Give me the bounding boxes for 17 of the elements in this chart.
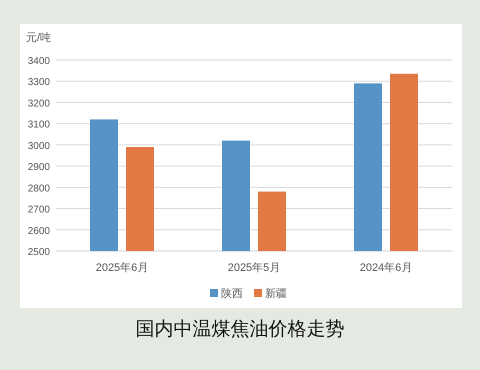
y-tick-label: 3100 (28, 120, 50, 131)
text: 国内中温煤焦油价格走势 (136, 319, 344, 340)
y-tick-label: 2500 (28, 247, 50, 258)
y-tick-label: 2700 (28, 204, 50, 216)
y-tick-label: 2900 (28, 162, 50, 174)
y-tick-label: 3300 (28, 77, 50, 88)
y-tick-label: 2600 (28, 226, 50, 237)
y-tick-label: 3000 (28, 140, 50, 152)
legend-label: 新疆 (265, 287, 287, 300)
y-tick-label: 2800 (28, 183, 50, 194)
y-tick-label: 3200 (28, 98, 50, 110)
legend-label: 陕西 (221, 288, 243, 300)
x-tick-label: 2025年5月 (228, 262, 280, 274)
y-tick-label: 3400 (28, 56, 50, 67)
x-tick-label: 2025年6月 (96, 262, 148, 274)
y-axis-title: 元/吨 (26, 31, 52, 44)
x-tick-label: 2024年6月 (360, 262, 412, 274)
